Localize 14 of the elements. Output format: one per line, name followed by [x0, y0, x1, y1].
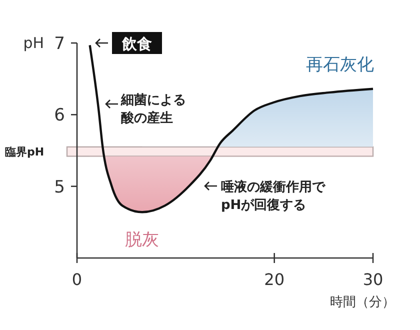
x-tick-label: 30: [362, 270, 384, 289]
annotation: 脱灰: [125, 230, 159, 250]
y-tick-label: 6: [54, 106, 65, 126]
annotation: 飲食: [121, 35, 152, 53]
annotation: 細菌による酸の産生: [120, 93, 186, 126]
annotation: 唾液の緩衝作用でpHが回復する: [221, 179, 326, 213]
y-tick-label: 7: [54, 34, 65, 54]
x-axis-title: 時間（分）: [330, 295, 395, 310]
x-tick-label: 0: [72, 270, 82, 289]
annotation: 再石灰化: [306, 55, 374, 75]
band-label: 臨界pH: [5, 146, 44, 159]
x-tick-label: 20: [264, 270, 285, 289]
y-axis-title: pH: [23, 34, 44, 52]
y-tick-label: 5: [54, 177, 65, 198]
